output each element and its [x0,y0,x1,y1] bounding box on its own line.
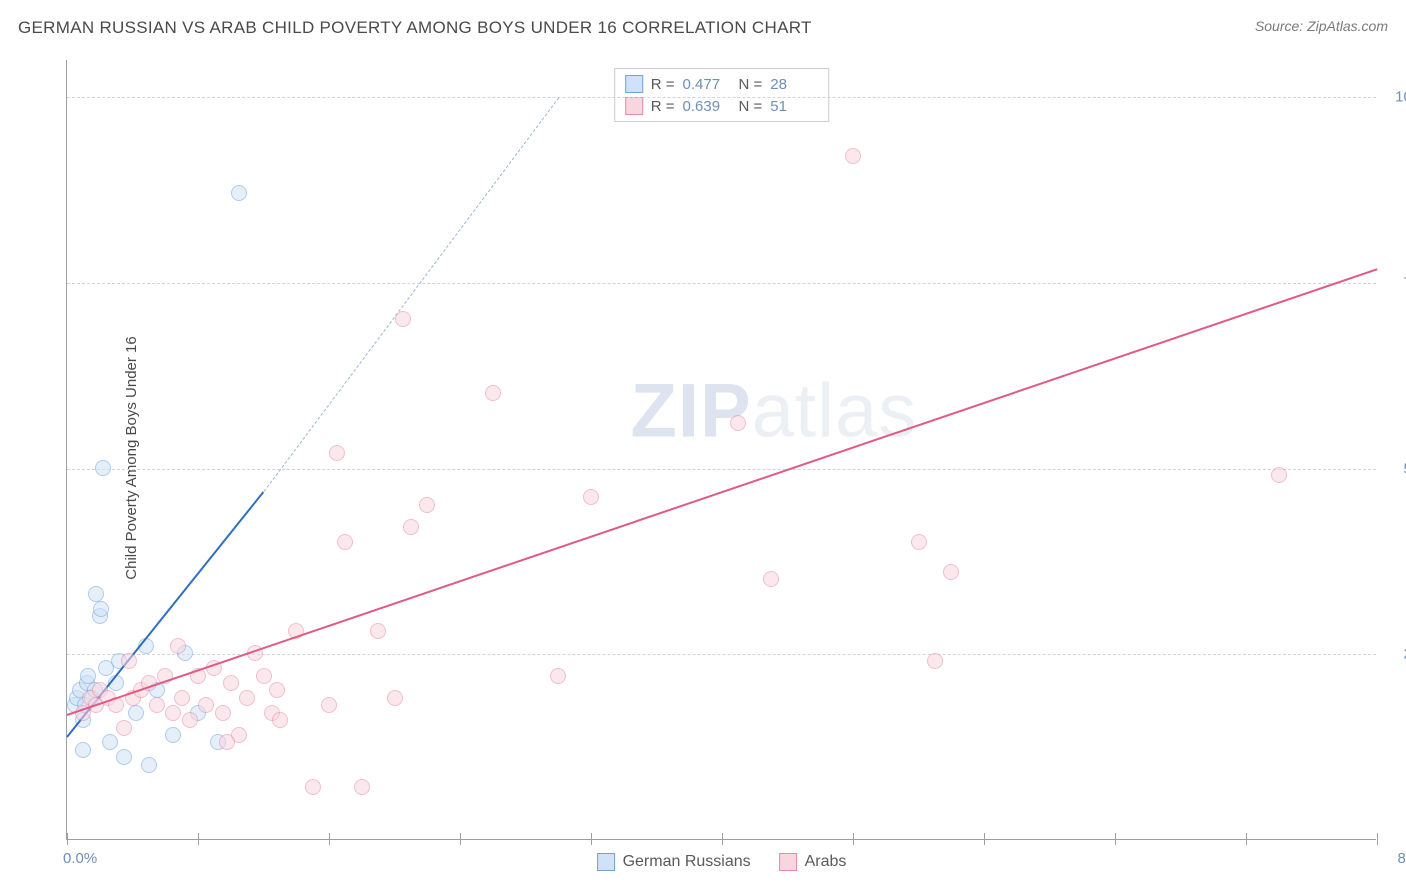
scatter-point-arabs [239,690,255,706]
scatter-point-arabs [329,445,345,461]
scatter-point-arabs [370,623,386,639]
gridline-h [67,469,1376,470]
scatter-point-arabs [354,779,370,795]
scatter-point-arabs [845,148,861,164]
scatter-point-german_russians [116,749,132,765]
stats-swatch [625,97,643,115]
x-tick [198,833,199,845]
scatter-point-arabs [730,415,746,431]
stats-n-value: 51 [770,98,818,115]
stats-r-label: R = [651,76,675,93]
chart-container: Child Poverty Among Boys Under 16 ZIPatl… [18,48,1388,868]
scatter-point-german_russians [93,601,109,617]
scatter-point-german_russians [88,586,104,602]
scatter-point-german_russians [141,757,157,773]
legend-label: Arabs [805,853,847,871]
scatter-point-german_russians [75,742,91,758]
stats-n-label: N = [739,76,763,93]
x-tick [1377,833,1378,845]
scatter-point-arabs [485,385,501,401]
y-tick-label: 100.0% [1386,89,1406,106]
scatter-point-german_russians [80,668,96,684]
scatter-point-arabs [174,690,190,706]
legend-swatch [597,853,615,871]
scatter-point-arabs [269,682,285,698]
scatter-point-arabs [219,734,235,750]
y-tick-label: 75.0% [1386,274,1406,291]
stats-legend-box: R = 0.477 N = 28 R = 0.639 N = 51 [614,68,830,122]
stats-swatch [625,75,643,93]
scatter-point-arabs [1271,467,1287,483]
scatter-point-arabs [911,534,927,550]
scatter-point-arabs [395,311,411,327]
scatter-point-german_russians [231,185,247,201]
scatter-point-arabs [321,697,337,713]
x-tick [67,833,68,845]
scatter-point-german_russians [95,460,111,476]
x-tick [329,833,330,845]
scatter-point-german_russians [165,727,181,743]
stats-r-value: 0.639 [683,98,731,115]
stats-row-arabs: R = 0.639 N = 51 [625,95,819,117]
scatter-point-arabs [305,779,321,795]
trend-line-german_russians-dashed [263,97,559,491]
scatter-point-arabs [763,571,779,587]
stats-n-label: N = [739,98,763,115]
scatter-point-arabs [116,720,132,736]
gridline-h [67,654,1376,655]
scatter-point-arabs [165,705,181,721]
legend-item: Arabs [779,853,847,871]
x-tick [1115,833,1116,845]
bottom-legend: German Russians Arabs [597,853,847,871]
scatter-point-arabs [272,712,288,728]
plot-area: ZIPatlas R =0.477N =28R =0.639N =51 Germ… [66,60,1376,840]
scatter-point-arabs [943,564,959,580]
legend-swatch [779,853,797,871]
stats-n-value: 28 [770,76,818,93]
x-tick [853,833,854,845]
chart-title: GERMAN RUSSIAN VS ARAB CHILD POVERTY AMO… [18,18,812,38]
scatter-point-arabs [121,653,137,669]
scatter-point-arabs [170,638,186,654]
y-tick-label: 25.0% [1386,646,1406,663]
scatter-point-arabs [149,697,165,713]
gridline-h [67,97,1376,98]
x-tick [1246,833,1247,845]
scatter-point-arabs [403,519,419,535]
x-tick [722,833,723,845]
x-tick [984,833,985,845]
stats-r-value: 0.477 [683,76,731,93]
scatter-point-arabs [419,497,435,513]
x-limit-min: 0.0% [63,850,97,867]
gridline-h [67,283,1376,284]
scatter-point-arabs [550,668,566,684]
scatter-point-arabs [223,675,239,691]
stats-row-german_russians: R = 0.477 N = 28 [625,73,819,95]
x-limit-max: 80.0% [1397,850,1406,867]
scatter-point-arabs [215,705,231,721]
scatter-point-arabs [337,534,353,550]
scatter-point-german_russians [102,734,118,750]
scatter-point-arabs [927,653,943,669]
scatter-point-arabs [256,668,272,684]
x-tick [591,833,592,845]
source-label: Source: ZipAtlas.com [1255,18,1388,34]
x-tick [460,833,461,845]
scatter-point-arabs [182,712,198,728]
scatter-point-arabs [198,697,214,713]
scatter-point-arabs [387,690,403,706]
stats-r-label: R = [651,98,675,115]
y-tick-label: 50.0% [1386,460,1406,477]
scatter-point-german_russians [128,705,144,721]
legend-item: German Russians [597,853,751,871]
legend-label: German Russians [623,853,751,871]
scatter-point-arabs [583,489,599,505]
